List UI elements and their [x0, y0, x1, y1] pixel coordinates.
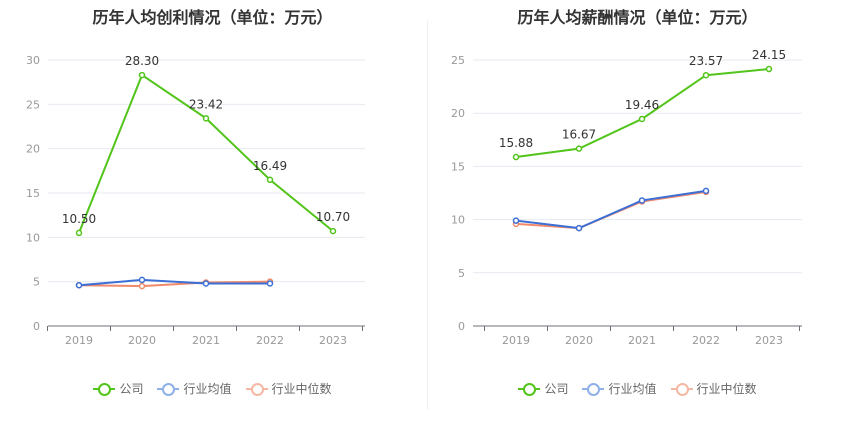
legend-item-company[interactable]: 公司 [518, 380, 568, 397]
data-point-company[interactable] [765, 65, 773, 73]
y-tick-label: 15 [451, 160, 465, 173]
salary-chart-panel: 历年人均薪酬情况（单位：万元） 0 5 10 15 20 25 2019 2020 2021 20… [425, 0, 850, 437]
series-line-avg [515, 189, 707, 230]
legend-company-label: 公司 [119, 382, 144, 396]
y-tick-label: 20 [26, 143, 40, 156]
legend-avg-label: 行业均值 [183, 382, 232, 396]
legend-company-swatch-icon [93, 382, 116, 396]
data-point-avg[interactable] [638, 197, 646, 204]
legend-avg-swatch-icon [157, 382, 180, 396]
data-point-company[interactable] [702, 71, 710, 79]
salary-chart-legend: 公司 行业均值 行业中位数 [425, 380, 850, 397]
legend-median-swatch-icon [245, 382, 268, 396]
data-label-company: 10.70 [316, 210, 350, 224]
legend-median-label: 行业中位数 [696, 382, 757, 396]
legend-company-label: 公司 [544, 382, 569, 396]
legend-median-swatch-icon [670, 382, 693, 396]
series-line-median [515, 190, 707, 230]
legend-company-swatch-icon [518, 382, 541, 396]
x-tick-label: 2019 [65, 334, 93, 347]
x-tick-label: 2023 [319, 334, 347, 347]
y-tick-label: 0 [33, 320, 40, 333]
y-tick-label: 25 [26, 98, 40, 111]
y-tick-label: 15 [26, 187, 40, 200]
y-tick-label: 20 [451, 107, 465, 120]
legend-item-industry-avg[interactable]: 行业均值 [157, 380, 232, 397]
profit-chart-panel: 历年人均创利情况（单位：万元） 0 5 10 15 20 25 30 2019 2020 2021… [0, 8, 425, 397]
data-label-company: 23.42 [189, 97, 223, 111]
data-point-company[interactable] [138, 71, 146, 79]
y-tick-label: 10 [451, 214, 465, 227]
x-tick-label: 2019 [502, 334, 530, 347]
data-point-company[interactable] [575, 145, 583, 152]
data-point-avg[interactable] [138, 276, 146, 284]
x-tick-label: 2021 [192, 334, 220, 347]
data-label-company: 16.67 [562, 128, 596, 142]
y-tick-label: 5 [33, 276, 40, 289]
panel-divider [427, 20, 428, 410]
data-label-company: 15.88 [499, 136, 533, 150]
data-label-company: 16.49 [253, 159, 287, 173]
data-point-company[interactable] [202, 115, 210, 122]
data-point-company[interactable] [638, 115, 646, 123]
data-label-company: 23.57 [689, 54, 723, 68]
x-tick-label: 2022 [256, 334, 284, 347]
profit-chart-legend: 公司 行业均值 行业中位数 [0, 380, 425, 397]
salary-chart-svg: 0 5 10 15 20 25 2019 2020 2021 2022 2023 15.88 16.67… [451, 48, 802, 347]
data-point-avg[interactable] [512, 217, 520, 224]
data-point-avg[interactable] [575, 224, 583, 232]
profit-chart-title: 历年人均创利情况（单位：万元） [92, 8, 333, 27]
series-line-avg [78, 278, 270, 287]
y-tick-label: 0 [458, 320, 465, 333]
legend-item-company[interactable]: 公司 [93, 380, 143, 397]
legend-item-industry-median[interactable]: 行业中位数 [245, 380, 332, 397]
legend-median-label: 行业中位数 [271, 382, 332, 396]
y-tick-label: 5 [458, 267, 465, 280]
data-point-avg[interactable] [702, 187, 710, 195]
x-tick-label: 2023 [755, 334, 783, 347]
data-point-median[interactable] [138, 282, 146, 290]
y-tick-label: 10 [26, 231, 40, 244]
data-label-company: 19.46 [625, 98, 659, 112]
x-tick-label: 2020 [128, 334, 156, 347]
series-line-median [78, 280, 271, 288]
data-point-company[interactable] [266, 176, 274, 184]
x-tick-label: 2022 [692, 334, 720, 347]
x-tick-label: 2020 [565, 334, 593, 347]
y-tick-label: 30 [26, 54, 40, 67]
data-point-company[interactable] [329, 227, 337, 235]
data-point-company[interactable] [75, 229, 83, 237]
legend-avg-swatch-icon [582, 382, 605, 396]
salary-chart-title: 历年人均薪酬情况（单位：万元） [517, 8, 758, 27]
data-point-avg[interactable] [75, 281, 83, 289]
data-label-company: 10.50 [62, 212, 96, 226]
data-point-avg[interactable] [266, 280, 274, 287]
legend-avg-label: 行业均值 [608, 382, 657, 396]
profit-chart-svg: 0 5 10 15 20 25 30 2019 2020 2021 2022 2023 10.50 28.… [26, 54, 365, 347]
legend-item-industry-avg[interactable]: 行业均值 [582, 380, 657, 397]
data-label-company: 24.15 [752, 48, 786, 62]
legend-item-industry-median[interactable]: 行业中位数 [670, 380, 757, 397]
data-point-avg[interactable] [202, 280, 210, 287]
data-label-company: 28.30 [125, 54, 159, 68]
y-tick-label: 25 [451, 54, 465, 67]
x-tick-label: 2021 [628, 334, 656, 347]
data-point-company[interactable] [512, 153, 520, 161]
